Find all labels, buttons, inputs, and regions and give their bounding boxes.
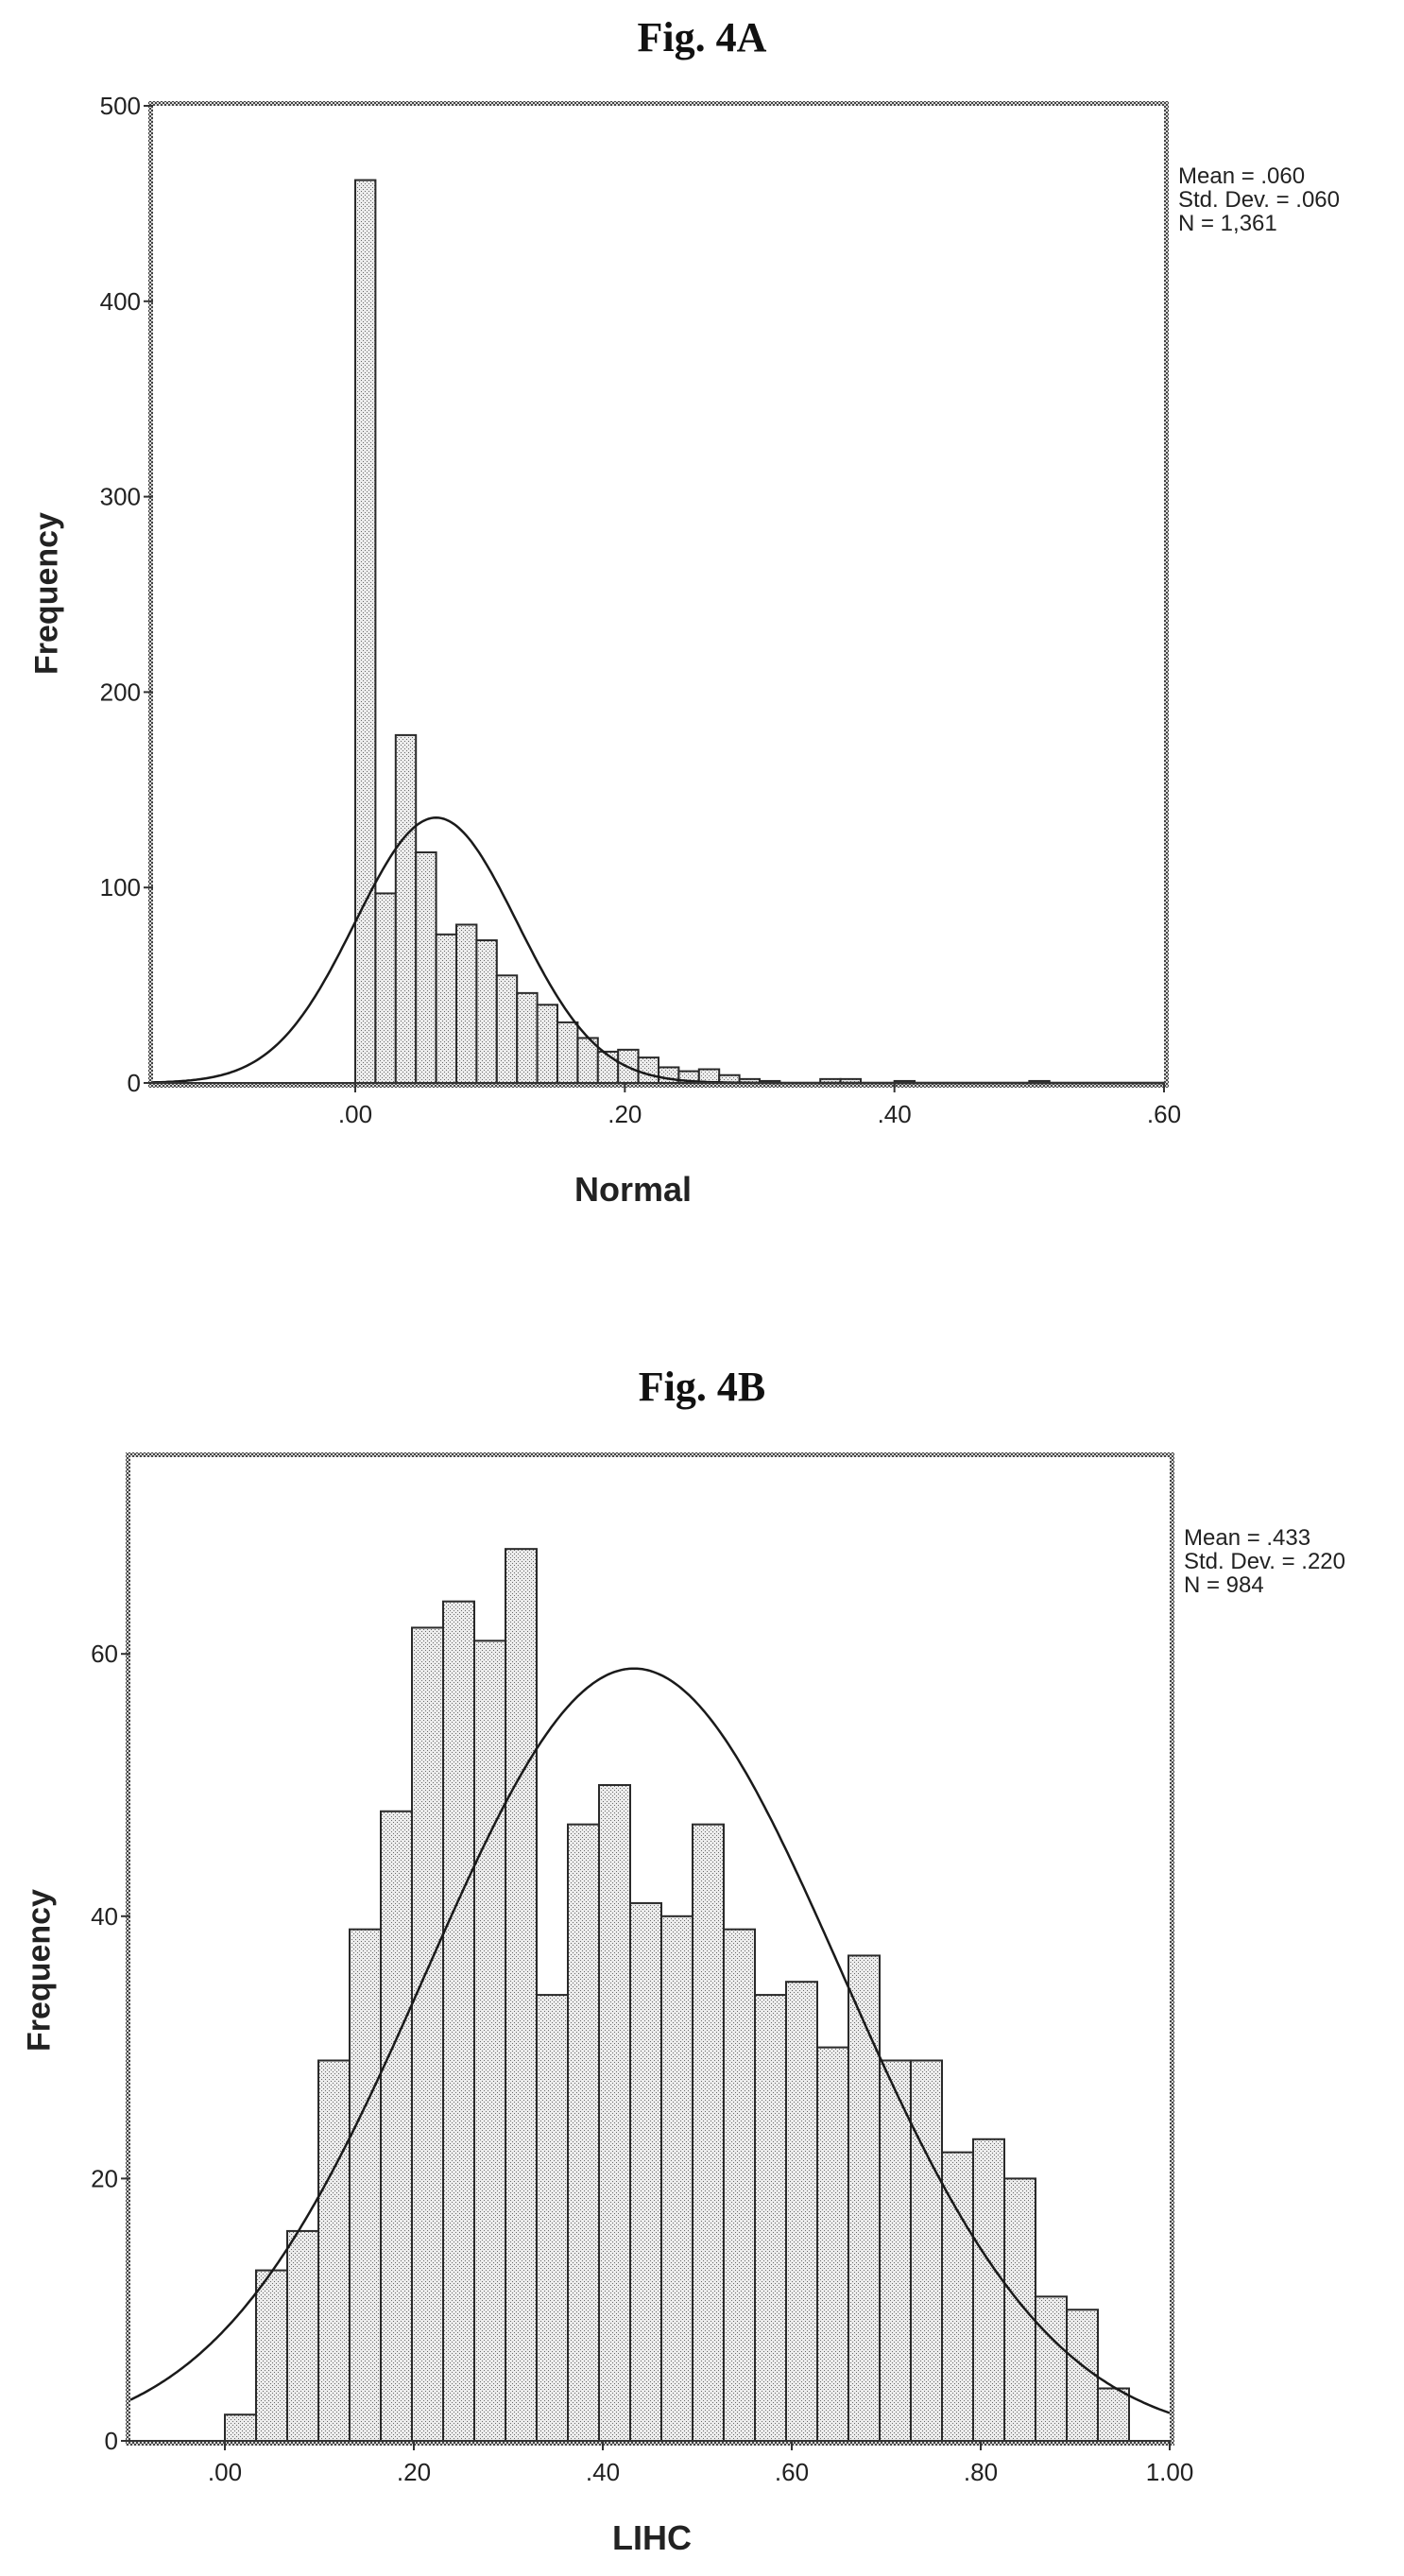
- figure-4a-bar: [637, 1056, 659, 1084]
- figure-4b-x-axis-label: LIHC: [612, 2518, 692, 2557]
- figure-4b-stat-sd: Std. Dev. = .220: [1184, 1549, 1345, 1574]
- figure-4b-bar: [224, 2413, 257, 2442]
- figure-4b-bar: [972, 2138, 1005, 2442]
- figure-4b-bar: [349, 1928, 382, 2443]
- figure-4b-bar: [317, 2059, 351, 2442]
- figure-4b-bar: [723, 1928, 756, 2443]
- figure-4a-plot-area: [153, 106, 1164, 1083]
- figure-4a-title: Fig. 4A: [637, 14, 767, 60]
- figure-4b-bar: [442, 1600, 475, 2443]
- figure-4b-bar: [380, 1810, 413, 2442]
- figure-4a-stat-sd: Std. Dev. = .060: [1178, 187, 1340, 213]
- figure-4b-bar: [567, 1823, 600, 2442]
- figure-4b-y-tick-label: 20: [91, 2164, 118, 2192]
- figure-4a-y-tick-label: 0: [128, 1069, 141, 1097]
- figure-4b-bar: [536, 1994, 569, 2443]
- figure-4a-bar: [516, 991, 539, 1084]
- figure-4b-stats: Mean = .433 Std. Dev. = .220 N = 984: [1184, 1526, 1345, 1597]
- figure-4a-bar: [354, 179, 377, 1085]
- figure-4b-bar: [692, 1823, 725, 2442]
- figure-4b-normal-curve: [129, 1667, 1171, 2414]
- figure-4a-stat-mean: Mean = .060: [1178, 163, 1306, 189]
- figure-4b-y-tick-label: 0: [105, 2427, 118, 2455]
- figure-4a-bar: [435, 933, 458, 1084]
- figure-4a-bar: [536, 1004, 558, 1085]
- figure-4b-x-tick-label: .00: [208, 2458, 242, 2486]
- figure-4a-y-tick-label: 400: [100, 287, 141, 316]
- figure-4b-bar: [505, 1548, 538, 2443]
- figure-4a-bar: [374, 892, 397, 1084]
- figure-4b-stat-n: N = 984: [1184, 1572, 1264, 1598]
- figure-4a-y-tick-label: 300: [100, 483, 141, 511]
- figure-4b-bar: [785, 1981, 818, 2442]
- figure-4a-y-tick-label: 200: [100, 678, 141, 706]
- figure-4b-y-tick-label: 60: [91, 1640, 118, 1668]
- figure-4a-stats: Mean = .060 Std. Dev. = .060 N = 1,361: [1178, 164, 1340, 235]
- figure-4b-bar: [879, 2059, 912, 2442]
- figure-4b-bar: [910, 2059, 943, 2442]
- figure-4b-bar: [1035, 2295, 1068, 2443]
- figure-4b-bar: [286, 2229, 319, 2442]
- figure-4b-x-tick-label: .60: [775, 2458, 809, 2486]
- figure-4b-x-tick-label: .80: [964, 2458, 998, 2486]
- figure-4a-bar: [495, 974, 519, 1085]
- figure-4a-bar: [415, 850, 437, 1085]
- figure-4a-bar: [394, 733, 418, 1084]
- figure-4b-bar: [411, 1626, 444, 2442]
- figure-4b-bar: [754, 1994, 787, 2443]
- figure-4b-bar: [255, 2269, 288, 2443]
- figure-4b-bar: [660, 1915, 693, 2443]
- figure-4a-x-tick-label: .00: [338, 1100, 372, 1128]
- figure-4b-title: Fig. 4B: [638, 1364, 766, 1410]
- figure-4b-bar: [1003, 2177, 1036, 2442]
- figure-4a-bar: [556, 1021, 579, 1084]
- figure-4b-bar: [816, 2046, 849, 2443]
- figure-4b-bar: [629, 1901, 662, 2443]
- figure-4a-x-tick-label: .20: [608, 1100, 642, 1128]
- figure-4a-bar: [455, 923, 478, 1084]
- figure-4b-bar: [598, 1784, 631, 2442]
- figure-4a-x-axis-label: Normal: [574, 1170, 693, 1209]
- figure-4a-y-tick-label: 100: [100, 873, 141, 902]
- figure-4b-x-tick-label: 1.00: [1146, 2458, 1194, 2486]
- figure-4b-bar: [941, 2151, 974, 2442]
- figure-4b-bar: [1066, 2309, 1099, 2442]
- figure-4a-x-tick-label: .60: [1147, 1100, 1181, 1128]
- figure-4b-y-tick-label: 40: [91, 1902, 118, 1931]
- figure-4a-bar: [475, 939, 498, 1085]
- figure-4b-bar: [848, 1954, 881, 2442]
- figure-4a-x-tick-label: .40: [878, 1100, 912, 1128]
- figure-4b-bar: [473, 1640, 506, 2442]
- figure-4b-x-tick-label: .40: [586, 2458, 620, 2486]
- figure-4a-y-tick-label: 500: [100, 92, 141, 120]
- figure-4b-x-tick-label: .20: [397, 2458, 431, 2486]
- figure-4b-stat-mean: Mean = .433: [1184, 1525, 1311, 1551]
- figure-4a-stat-n: N = 1,361: [1178, 211, 1277, 236]
- figure-4b-bar: [1097, 2387, 1130, 2442]
